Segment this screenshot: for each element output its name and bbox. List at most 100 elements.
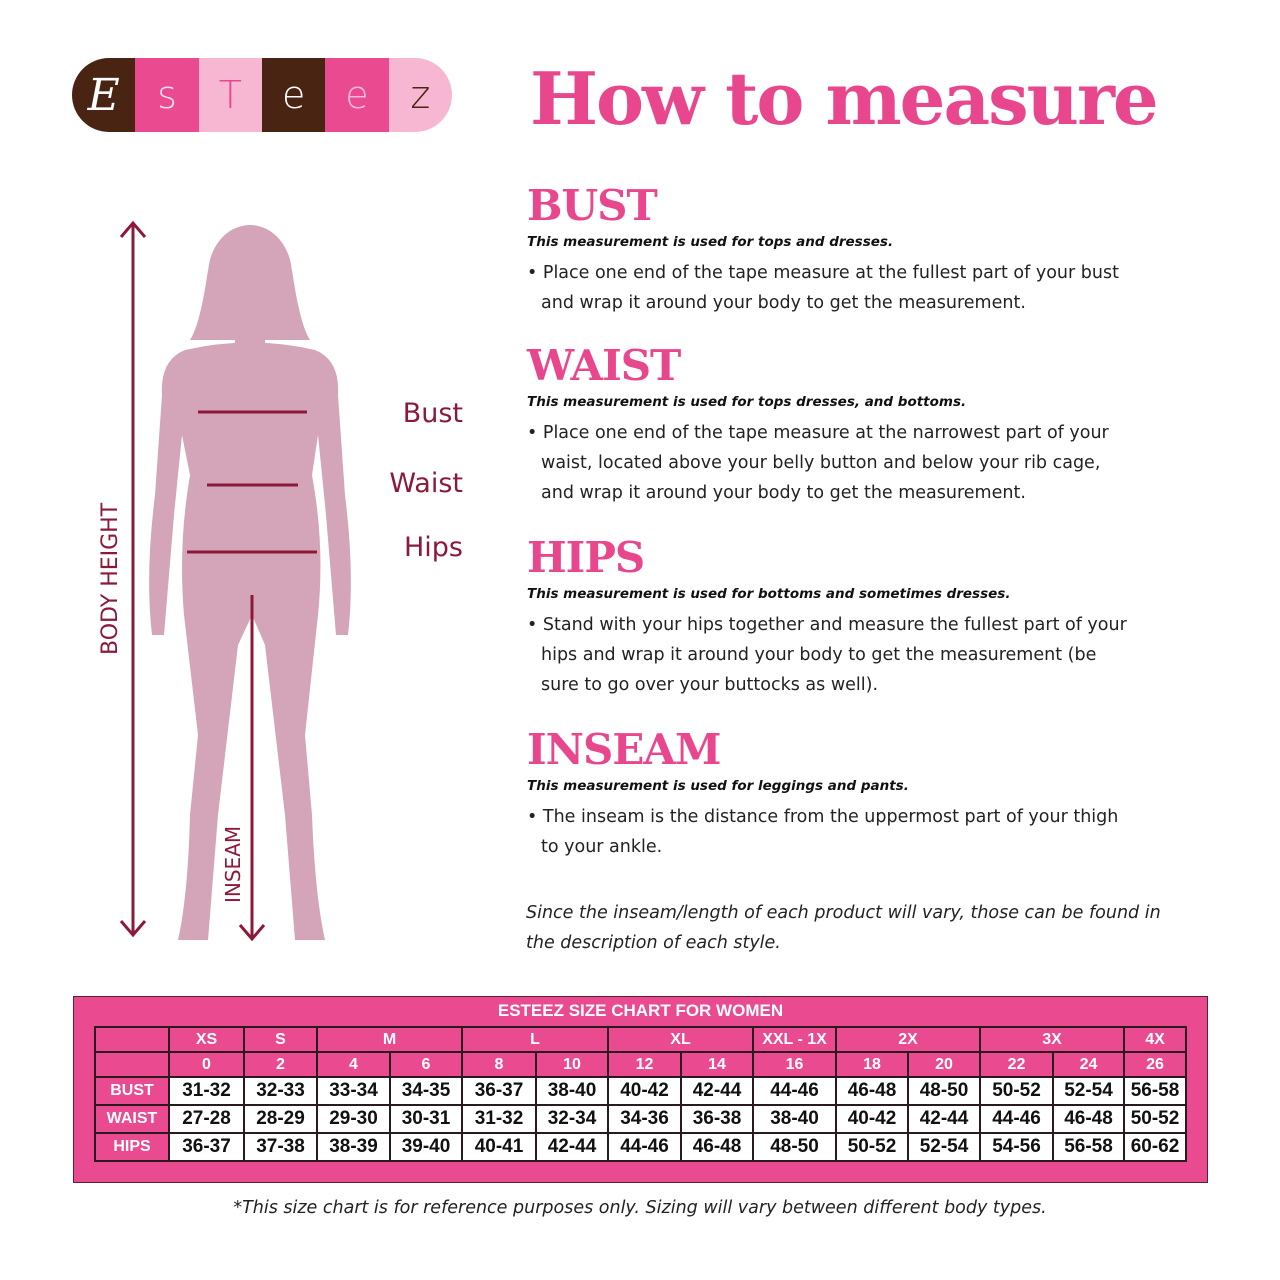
table-row: BUST 31-32 32-33 33-34 34-35 36-37 38-40 40-42 4…: [94, 1076, 1187, 1106]
table-cell: 39-40: [389, 1132, 463, 1162]
number-size-header: 26: [1123, 1051, 1187, 1078]
size-header: L: [461, 1026, 609, 1053]
table-cell: 52-54: [907, 1132, 981, 1162]
table-cell: 29-30: [316, 1104, 391, 1134]
size-chart-table: XS S M L XL XXL - 1X 2X 3X 4X 0 2 4 6 8 10 12 14 16 18 20 22…: [94, 1026, 1187, 1162]
table-cell: 52-54: [1052, 1076, 1125, 1106]
size-header: 2X: [835, 1026, 981, 1053]
table-cell: 37-38: [243, 1132, 318, 1162]
page-title: How to measure: [530, 56, 1159, 141]
number-size-header: 22: [979, 1051, 1054, 1078]
table-cell: 30-31: [389, 1104, 463, 1134]
row-label: WAIST: [94, 1104, 170, 1134]
table-cell: 40-41: [461, 1132, 537, 1162]
table-cell: 54-56: [979, 1132, 1054, 1162]
number-size-header: 2: [243, 1051, 318, 1078]
size-row: XS S M L XL XXL - 1X 2X 3X 4X: [94, 1026, 1187, 1053]
table-cell: 31-32: [461, 1104, 537, 1134]
body-height-label: BODY HEIGHT: [98, 502, 123, 655]
woman-silhouette: [149, 225, 351, 940]
table-cell: 50-52: [979, 1076, 1054, 1106]
section-subtitle: This measurement is used for leggings an…: [527, 778, 909, 794]
section-instruction: • Place one end of the tape measure at t…: [527, 423, 1109, 503]
logo-letter: T: [198, 58, 262, 132]
size-chart-title: ESTEEZ SIZE CHART FOR WOMEN: [497, 1001, 784, 1020]
table-cell: 42-44: [535, 1132, 609, 1162]
logo-letter: s: [135, 58, 199, 132]
table-cell: 48-50: [907, 1076, 981, 1106]
table-cell: 32-34: [535, 1104, 609, 1134]
table-cell: 46-48: [1052, 1104, 1125, 1134]
number-size-header: 8: [461, 1051, 537, 1078]
section-inseam: INSEAM This measurement is used for leggi…: [527, 726, 1167, 862]
table-cell: 34-35: [389, 1076, 463, 1106]
table-row: WAIST 27-28 28-29 29-30 30-31 31-32 32-34 34-36…: [94, 1104, 1187, 1134]
table-cell: 56-58: [1123, 1076, 1187, 1106]
table-cell: 38-39: [316, 1132, 391, 1162]
section-instruction: • Place one end of the tape measure at t…: [527, 263, 1119, 313]
number-size-header: 10: [535, 1051, 609, 1078]
table-cell: 40-42: [835, 1104, 909, 1134]
size-header: M: [316, 1026, 463, 1053]
table-cell: 50-52: [835, 1132, 909, 1162]
table-cell: 38-40: [535, 1076, 609, 1106]
section-subtitle: This measurement is used for tops dresse…: [527, 394, 967, 410]
empty-header: [94, 1026, 170, 1053]
size-header: 4X: [1123, 1026, 1187, 1053]
body-figure: BODY HEIGHT INSEAM: [98, 220, 351, 942]
number-size-header: 20: [907, 1051, 981, 1078]
section-instruction: • Stand with your hips together and meas…: [527, 615, 1127, 695]
section-heading: WAIST: [527, 341, 681, 390]
table-cell: 44-46: [607, 1132, 682, 1162]
table-row: HIPS 36-37 37-38 38-39 39-40 40-41 42-44 44-46 4…: [94, 1132, 1187, 1162]
size-chart: ESTEEZ SIZE CHART FOR WOMEN XS S M L XL XXL -…: [73, 996, 1208, 1183]
table-cell: 36-37: [461, 1076, 537, 1106]
section-subtitle: This measurement is used for tops and dr…: [527, 234, 894, 250]
section-heading: INSEAM: [527, 725, 721, 774]
logo-letter: z: [388, 58, 452, 132]
logo-letter: e: [261, 58, 326, 132]
table-cell: 40-42: [607, 1076, 682, 1106]
table-cell: 50-52: [1123, 1104, 1187, 1134]
section-heading: HIPS: [527, 533, 645, 582]
table-cell: 36-38: [680, 1104, 754, 1134]
table-cell: 56-58: [1052, 1132, 1125, 1162]
size-header: S: [243, 1026, 318, 1053]
logo-letter: e: [325, 58, 389, 132]
section-bust: BUST This measurement is used for tops an…: [527, 182, 1167, 318]
table-cell: 60-62: [1123, 1132, 1187, 1162]
table-cell: 34-36: [607, 1104, 682, 1134]
number-size-header: 16: [752, 1051, 837, 1078]
number-size-header: 6: [389, 1051, 463, 1078]
table-cell: 27-28: [168, 1104, 245, 1134]
size-header: 3X: [979, 1026, 1125, 1053]
number-size-header: 0: [168, 1051, 245, 1078]
section-hips: HIPS This measurement is used for bottoms…: [527, 534, 1167, 700]
number-size-header: 18: [835, 1051, 909, 1078]
waist-label: Waist: [389, 468, 463, 499]
table-cell: 32-33: [243, 1076, 318, 1106]
row-label: HIPS: [94, 1132, 170, 1162]
table-cell: 42-44: [680, 1076, 754, 1106]
section-subtitle: This measurement is used for bottoms and…: [527, 586, 1011, 602]
table-cell: 42-44: [907, 1104, 981, 1134]
section-instruction: • The inseam is the distance from the up…: [527, 807, 1119, 857]
number-size-header: 12: [607, 1051, 682, 1078]
table-cell: 33-34: [316, 1076, 391, 1106]
bust-label: Bust: [402, 398, 463, 429]
size-header: XS: [168, 1026, 245, 1053]
size-header: XL: [607, 1026, 754, 1053]
table-cell: 46-48: [835, 1076, 909, 1106]
number-size-header: 14: [680, 1051, 754, 1078]
section-heading: BUST: [527, 181, 658, 230]
logo-letter: E: [72, 58, 136, 132]
size-header: XXL - 1X: [752, 1026, 837, 1053]
table-cell: 46-48: [680, 1132, 754, 1162]
section-waist: WAIST This measurement is used for tops d…: [527, 342, 1167, 508]
number-row: 0 2 4 6 8 10 12 14 16 18 20 22 24 26: [94, 1051, 1187, 1078]
inseam-label: INSEAM: [221, 826, 245, 903]
table-cell: 44-46: [752, 1076, 837, 1106]
row-label: BUST: [94, 1076, 170, 1106]
table-cell: 28-29: [243, 1104, 318, 1134]
